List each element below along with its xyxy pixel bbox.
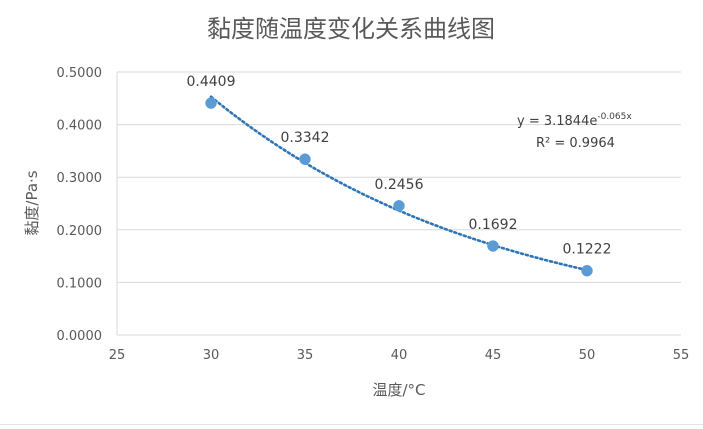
y-tick-label: 0.5000	[57, 66, 103, 81]
bottom-divider	[0, 424, 703, 425]
y-tick-label: 0.0000	[57, 329, 103, 344]
x-tick-label: 30	[203, 348, 220, 363]
data-point	[393, 200, 405, 212]
y-tick-label: 0.1000	[57, 276, 103, 291]
data-point	[487, 240, 499, 252]
x-axis-ticks: 25 30 35 40 45 50 55	[109, 348, 690, 363]
x-tick-label: 35	[297, 348, 314, 363]
data-point	[205, 97, 217, 109]
data-label: 0.2456	[375, 177, 424, 193]
x-axis-title: 温度/°C	[372, 381, 425, 399]
y-tick-label: 0.3000	[57, 171, 103, 186]
data-label: 0.3342	[281, 130, 330, 146]
y-tick-label: 0.4000	[57, 119, 103, 134]
grid	[117, 71, 681, 336]
data-labels: 0.4409 0.3342 0.2456 0.1692 0.1222	[187, 74, 612, 258]
data-points	[205, 97, 593, 277]
trendline-equation: y = 3.1844e-0.065x	[517, 112, 632, 129]
x-tick-label: 55	[673, 348, 690, 363]
trendline-r-squared: R² = 0.9964	[536, 136, 615, 151]
x-tick-label: 50	[579, 348, 596, 363]
y-tick-label: 0.2000	[57, 224, 103, 239]
data-label: 0.1692	[469, 217, 518, 233]
chart-title: 黏度随温度变化关系曲线图	[207, 15, 495, 43]
data-point	[581, 264, 593, 277]
y-axis-ticks: 0.0000 0.1000 0.2000 0.3000 0.4000 0.5000	[57, 66, 103, 344]
data-point	[299, 153, 311, 165]
x-tick-label: 45	[485, 348, 502, 363]
data-label: 0.1222	[563, 242, 612, 258]
x-tick-label: 40	[391, 348, 408, 363]
y-axis-title: 黏度/Pa·s	[23, 170, 41, 235]
data-label: 0.4409	[187, 74, 236, 90]
x-tick-label: 25	[109, 348, 126, 363]
